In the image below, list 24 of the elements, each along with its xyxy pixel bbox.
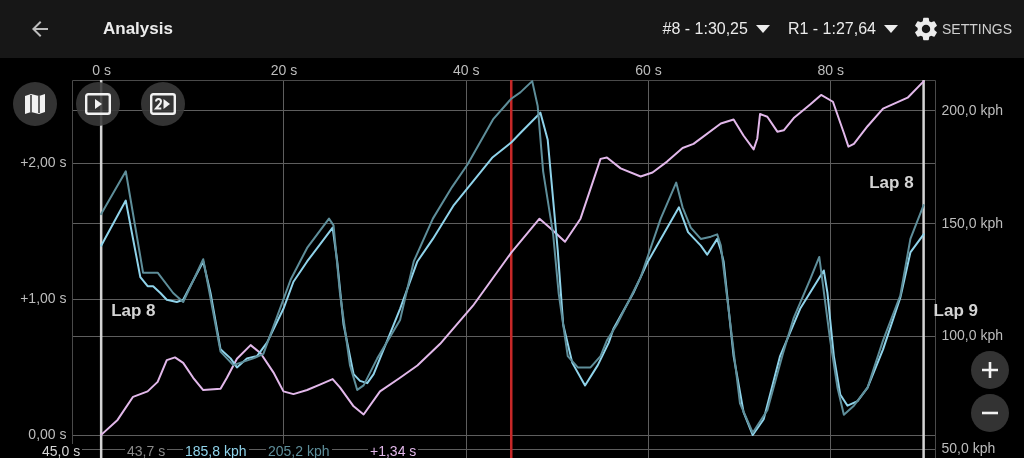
x-tick-label: 20 s xyxy=(270,61,298,78)
annotation: 43,7 s xyxy=(125,443,168,458)
y2-tick-label: 100,0 kph xyxy=(941,327,1003,344)
ref-line-label: Lap 8 xyxy=(111,300,156,320)
text: #8 - 1:30,25 xyxy=(662,19,748,39)
y-tick-label: +2,00 s xyxy=(20,154,67,171)
annotation: 45,0 s xyxy=(40,443,83,458)
x-tick-label: 0 s xyxy=(92,61,112,78)
annotation: +1,34 s xyxy=(368,443,419,458)
annotation: 185,8 kph xyxy=(183,443,249,458)
annotation: Lap 8 xyxy=(869,173,914,193)
y-tick-label: +1,00 s xyxy=(20,290,67,307)
chart-title: Analysis xyxy=(103,19,173,39)
y2-tick-label: 200,0 kph xyxy=(941,101,1003,118)
text: SETTINGS xyxy=(941,20,1012,38)
x-tick-label: 40 s xyxy=(452,61,480,78)
x-tick-label: 60 s xyxy=(635,61,662,78)
y2-tick-label: 150,0 kph xyxy=(941,214,1003,231)
x-tick-label: 80 s xyxy=(817,61,844,78)
y-tick-label: 0,00 s xyxy=(28,426,67,443)
y2-tick-label: 50,0 kph xyxy=(941,440,996,457)
text: R1 - 1:27,64 xyxy=(787,19,876,39)
annotation: 205,2 kph xyxy=(266,443,332,458)
ref-line-label: Lap 9 xyxy=(933,300,979,320)
